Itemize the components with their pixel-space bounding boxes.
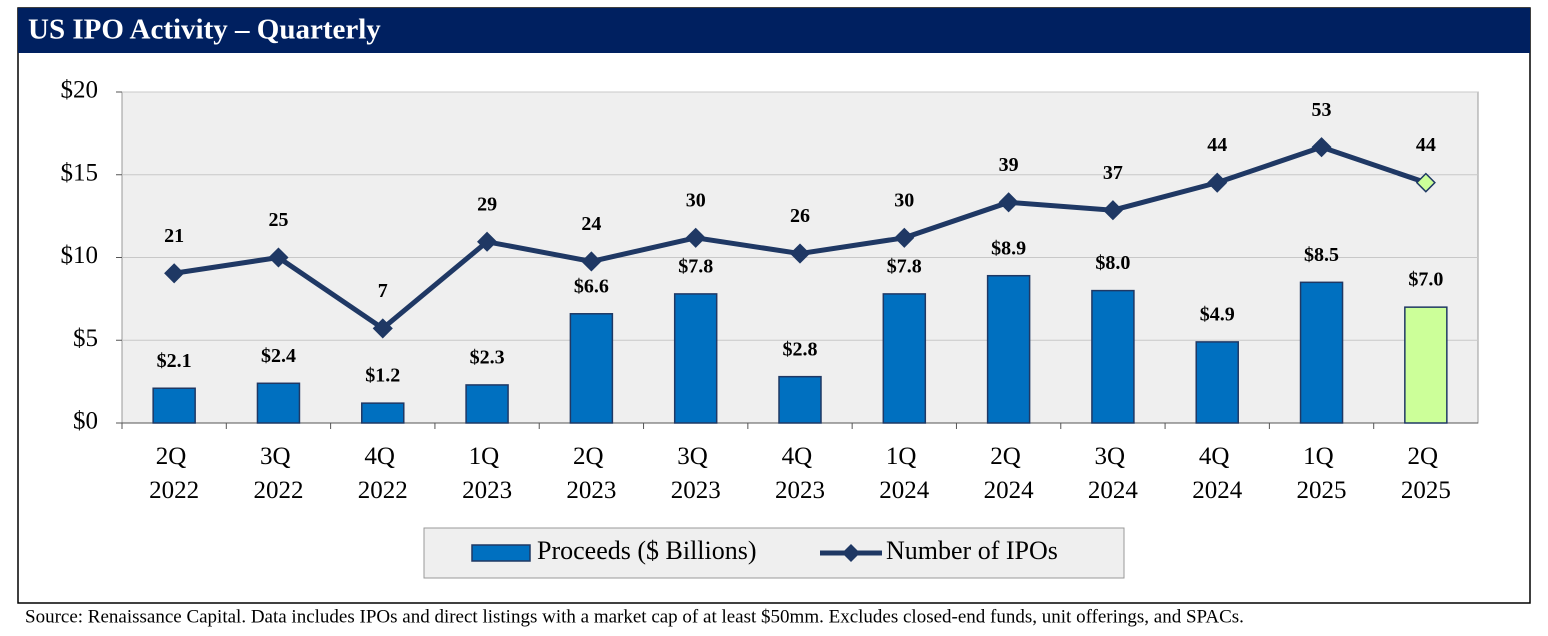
bar-label: $1.2: [365, 365, 400, 387]
bar-label: $2.4: [261, 345, 296, 367]
bar: [569, 313, 614, 424]
y-tick-label: $10: [61, 242, 99, 269]
line-marker: [477, 231, 498, 252]
line-marker: [1207, 172, 1228, 193]
x-tick-label: 2Q 2023: [566, 443, 616, 504]
x-tick-label: 2Q 2025: [1401, 443, 1451, 504]
bar: [1404, 306, 1448, 424]
line-label: 44: [1416, 134, 1436, 156]
bar-label: $7.0: [1408, 269, 1443, 291]
line-label: 29: [477, 193, 497, 215]
source-note: Source: Renaissance Capital. Data includ…: [25, 606, 1244, 627]
line-marker: [894, 227, 915, 248]
line-marker: [685, 227, 706, 248]
x-tick-label: 3Q 2022: [253, 443, 303, 504]
line-label: 26: [790, 205, 810, 227]
bar: [152, 387, 196, 424]
bar: [882, 293, 927, 424]
x-tick-label: 3Q 2024: [1088, 443, 1139, 504]
bar-label: $6.6: [574, 275, 609, 297]
bar: [465, 384, 509, 424]
legend-label: Number of IPOs: [886, 536, 1058, 565]
line-marker: [789, 243, 811, 264]
bar-label: $2.1: [157, 350, 192, 372]
x-tick-label: 1Q 2025: [1297, 443, 1347, 504]
bar-label: $7.8: [678, 256, 713, 278]
x-tick-label: 1Q 2023: [462, 443, 512, 504]
line-marker: [1415, 172, 1436, 193]
bar-label: $2.8: [783, 338, 818, 360]
line-marker: [372, 318, 393, 339]
line-label: 30: [894, 189, 914, 211]
line-label: 24: [581, 213, 601, 235]
bar: [256, 382, 301, 424]
line-label: 25: [268, 209, 288, 231]
bar: [1091, 289, 1135, 424]
line-label: 44: [1207, 134, 1227, 156]
y-tick-label: $20: [61, 77, 99, 104]
line-label: 30: [686, 189, 706, 211]
line-marker: [1102, 200, 1123, 221]
legend-marker: [842, 544, 860, 562]
line-marker: [998, 192, 1019, 213]
bar: [673, 293, 718, 424]
line-marker: [581, 251, 602, 272]
x-tick-label: 4Q 2024: [1192, 443, 1243, 504]
title-bar: [18, 8, 1530, 53]
bar-label: $2.3: [470, 347, 505, 369]
x-tick-label: 3Q 2023: [671, 443, 721, 504]
chart-title: US IPO Activity – Quarterly: [28, 14, 381, 46]
legend-label: Proceeds ($ Billions): [537, 536, 757, 565]
bar-label: $4.9: [1200, 303, 1235, 325]
line-label: 39: [999, 154, 1019, 176]
y-tick-label: $5: [73, 325, 98, 352]
bar-label: $8.5: [1304, 244, 1339, 266]
x-tick-label: 1Q 2024: [879, 443, 930, 504]
y-tick-label: $0: [73, 408, 98, 435]
marks: [152, 137, 1448, 424]
x-tick-label: 2Q 2024: [984, 443, 1035, 504]
bar-label: $8.9: [991, 237, 1026, 259]
line-label: 7: [378, 280, 388, 302]
x-tick-label: 4Q 2022: [358, 443, 408, 504]
x-tick-label: 2Q 2022: [149, 443, 199, 504]
y-tick-label: $15: [61, 159, 99, 186]
line-marker: [164, 263, 185, 284]
bar-label: $8.0: [1095, 252, 1130, 274]
line-label: 37: [1103, 162, 1123, 184]
bar: [1195, 341, 1239, 424]
bar: [1299, 281, 1344, 424]
line-label: 21: [164, 225, 184, 247]
bar-label: $7.8: [887, 256, 922, 278]
line-label: 53: [1312, 99, 1332, 121]
x-tick-label: 4Q 2023: [775, 443, 825, 504]
line-marker: [1311, 137, 1332, 158]
legend-swatch: [471, 544, 531, 562]
line-marker: [268, 247, 289, 268]
bar: [361, 402, 405, 424]
bar: [986, 274, 1031, 424]
bar: [778, 375, 822, 424]
legend: [423, 527, 1125, 579]
